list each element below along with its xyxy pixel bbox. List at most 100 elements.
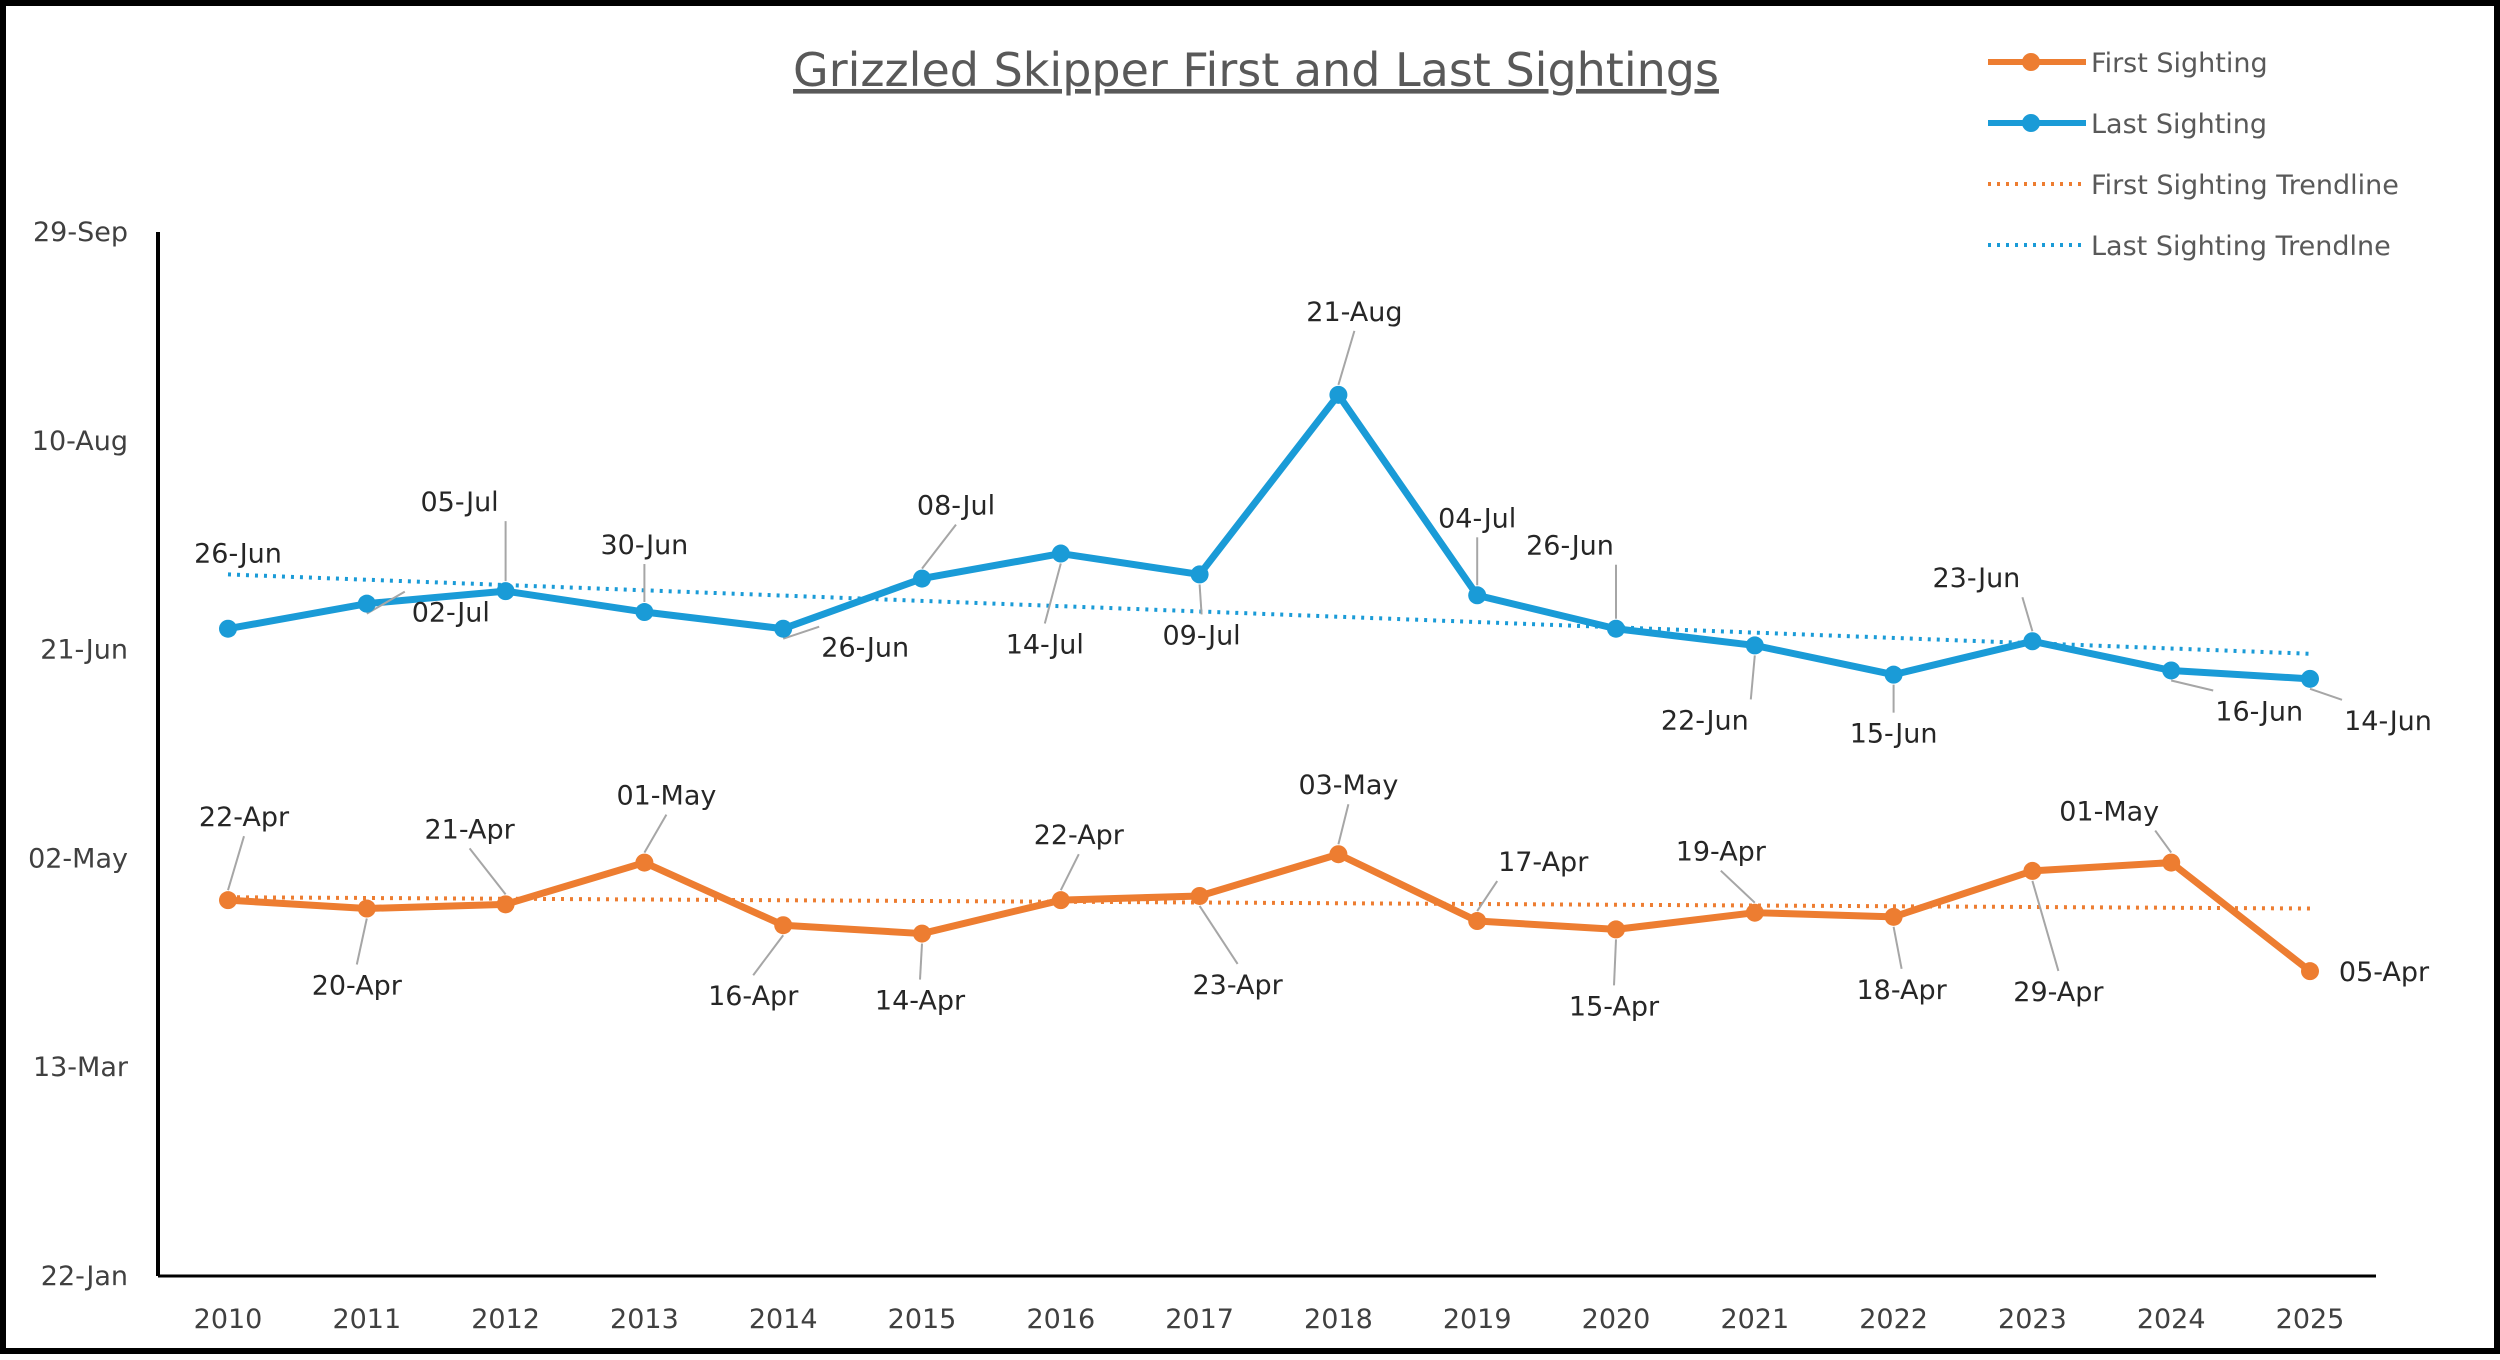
point-last-sighting-2022[interactable]: [1884, 665, 1903, 684]
point-last-sighting-2024[interactable]: [2162, 661, 2181, 680]
y-tick-label-29-sep: 29-Sep: [33, 217, 128, 248]
data-label-first-sighting-2024: 01-May: [2059, 797, 2159, 828]
leader-first-sighting-2022: [1892, 926, 1903, 970]
data-label-last-sighting-2015: 08-Jul: [917, 491, 995, 522]
point-first-sighting-2017[interactable]: [1190, 886, 1209, 905]
leader-first-sighting-2016: [1059, 853, 1080, 891]
point-last-sighting-2023[interactable]: [2023, 632, 2042, 651]
y-axis-tick-labels: 22-Jan 13-Mar 02-May 21-Jun 10-Aug 29-Sep: [28, 217, 129, 1292]
chart-svg: Grizzled Skipper First and Last Sighting…: [28, 43, 2432, 1335]
point-last-sighting-2012[interactable]: [496, 582, 515, 601]
leader-last-sighting-2024: [2170, 679, 2214, 692]
point-first-sighting-2013[interactable]: [635, 853, 654, 872]
data-label-last-sighting-2013: 30-Jun: [601, 530, 689, 561]
leader-last-sighting-2017: [1198, 584, 1203, 615]
point-first-sighting-2015[interactable]: [913, 924, 931, 943]
data-label-last-sighting-2022: 15-Jun: [1850, 719, 1938, 750]
point-first-sighting-2022[interactable]: [1884, 907, 1903, 926]
point-last-sighting-2011[interactable]: [357, 594, 376, 613]
leader-last-sighting-2015: [921, 523, 957, 570]
point-last-sighting-2018[interactable]: [1329, 385, 1348, 404]
series-line-first-sighting: [224, 850, 2314, 975]
x-axis-tick-labels: 2010 2011 2012 2013 2014 2015 2016 2017 2018 2019…: [194, 1304, 2345, 1335]
trendlines: [227, 572, 2311, 911]
point-first-sighting-2016[interactable]: [1051, 891, 1070, 910]
point-first-sighting-2021[interactable]: [1745, 903, 1764, 922]
legend-item-first-trendline[interactable]: First Sighting Trendline: [1988, 170, 2399, 201]
leader-last-sighting-2021: [1749, 655, 1756, 700]
data-label-last-sighting-2021: 22-Jun: [1661, 705, 1749, 736]
leader-last-sighting-2023: [2021, 596, 2034, 632]
y-tick-label-22-jan: 22-Jan: [41, 1261, 128, 1292]
leader-first-sighting-2013: [643, 814, 668, 854]
data-label-first-sighting-2010: 22-Apr: [199, 802, 290, 833]
data-label-last-sighting-2010: 26-Jun: [194, 539, 282, 570]
data-label-first-sighting-2025: 05-Apr: [2339, 957, 2430, 988]
leader-first-sighting-2014: [752, 934, 785, 976]
legend-item-first-sighting[interactable]: First Sighting: [1988, 48, 2268, 79]
leader-last-sighting-2014: [782, 625, 820, 640]
point-last-sighting-2025[interactable]: [2301, 669, 2319, 688]
data-labels: 22-Apr 20-Apr 21-Apr 01-May 16-Apr 14-Apr 22-A…: [194, 297, 2432, 1023]
point-last-sighting-2020[interactable]: [1607, 619, 1625, 638]
point-last-sighting-2013[interactable]: [635, 603, 654, 622]
leader-first-sighting-2017: [1198, 905, 1239, 965]
data-label-leaders: [227, 330, 2343, 986]
point-first-sighting-2012[interactable]: [496, 895, 515, 914]
leader-first-sighting-2024: [2154, 829, 2173, 854]
data-label-last-sighting-2012: 05-Jul: [421, 487, 499, 518]
x-tick-label-2023: 2023: [1998, 1304, 2067, 1335]
x-tick-label-2017: 2017: [1165, 1304, 1234, 1335]
x-tick-label-2019: 2019: [1443, 1304, 1512, 1335]
data-label-first-sighting-2023: 29-Apr: [2013, 977, 2104, 1008]
leader-last-sighting-2025: [2309, 687, 2343, 701]
point-last-sighting-2019[interactable]: [1468, 586, 1487, 605]
leader-first-sighting-2010: [227, 835, 245, 891]
x-tick-label-2013: 2013: [610, 1304, 679, 1335]
leader-last-sighting-2018: [1337, 330, 1356, 386]
data-label-first-sighting-2014: 16-Apr: [708, 981, 799, 1012]
legend-item-last-trendline[interactable]: Last Sighting Trendlne: [1988, 231, 2391, 262]
point-last-sighting-2010[interactable]: [219, 619, 237, 638]
data-label-last-sighting-2020: 26-Jun: [1526, 531, 1614, 562]
data-label-first-sighting-2017: 23-Apr: [1192, 970, 1283, 1001]
data-label-first-sighting-2020: 15-Apr: [1569, 991, 1660, 1022]
series-lines: [224, 391, 2314, 975]
x-tick-label-2020: 2020: [1582, 1304, 1651, 1335]
legend-label-first-sighting: First Sighting: [2091, 48, 2268, 79]
leader-first-sighting-2012: [468, 847, 507, 895]
point-first-sighting-2014[interactable]: [774, 916, 793, 935]
point-first-sighting-2018[interactable]: [1329, 845, 1348, 864]
x-tick-label-2010: 2010: [194, 1304, 263, 1335]
data-label-first-sighting-2015: 14-Apr: [875, 986, 966, 1017]
leader-last-sighting-2016: [1043, 563, 1062, 624]
legend-item-last-sighting[interactable]: Last Sighting: [1988, 109, 2267, 140]
x-tick-label-2022: 2022: [1859, 1304, 1928, 1335]
point-last-sighting-2014[interactable]: [774, 619, 793, 638]
point-last-sighting-2021[interactable]: [1745, 636, 1764, 655]
data-label-first-sighting-2012: 21-Apr: [424, 814, 515, 845]
point-first-sighting-2020[interactable]: [1607, 920, 1625, 939]
point-first-sighting-2011[interactable]: [357, 899, 376, 918]
trendline-first-sighting-trendline: [227, 895, 2311, 911]
x-tick-label-2018: 2018: [1304, 1304, 1373, 1335]
leader-first-sighting-2021: [1720, 869, 1756, 904]
point-first-sighting-2010[interactable]: [219, 891, 237, 910]
x-tick-label-2024: 2024: [2137, 1304, 2206, 1335]
point-last-sighting-2016[interactable]: [1051, 544, 1070, 563]
data-label-last-sighting-2014: 26-Jun: [821, 633, 909, 664]
legend-label-last-sighting: Last Sighting: [2091, 109, 2267, 140]
data-label-last-sighting-2019: 04-Jul: [1438, 503, 1516, 534]
data-label-last-sighting-2024: 16-Jun: [2215, 696, 2303, 727]
data-label-last-sighting-2016: 14-Jul: [1006, 630, 1084, 661]
point-first-sighting-2025[interactable]: [2301, 962, 2319, 981]
data-label-first-sighting-2018: 03-May: [1298, 770, 1398, 801]
point-last-sighting-2015[interactable]: [913, 569, 931, 588]
point-first-sighting-2024[interactable]: [2162, 853, 2181, 872]
point-first-sighting-2019[interactable]: [1468, 912, 1487, 931]
y-tick-label-10-aug: 10-Aug: [32, 426, 128, 457]
point-first-sighting-2023[interactable]: [2023, 861, 2042, 880]
leader-first-sighting-2018: [1337, 803, 1350, 845]
point-last-sighting-2017[interactable]: [1190, 565, 1209, 584]
